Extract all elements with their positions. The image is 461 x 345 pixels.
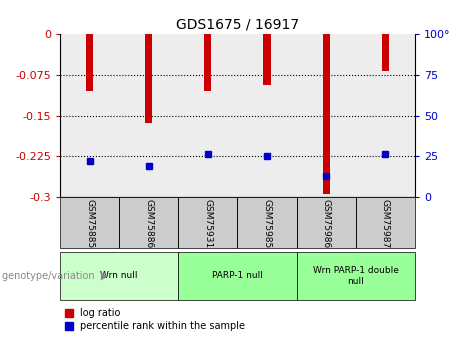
Bar bbox=[296, 197, 356, 248]
Text: genotype/variation  ▶: genotype/variation ▶ bbox=[2, 271, 109, 281]
Bar bbox=[237, 197, 296, 248]
Text: GSM75987: GSM75987 bbox=[381, 199, 390, 248]
Bar bbox=[382, 34, 389, 71]
Bar bbox=[178, 252, 296, 300]
Bar bbox=[356, 197, 415, 248]
Bar bbox=[178, 197, 237, 248]
Bar bbox=[60, 197, 119, 248]
Bar bbox=[204, 34, 212, 91]
Text: GSM75886: GSM75886 bbox=[144, 199, 153, 248]
Text: GSM75986: GSM75986 bbox=[322, 199, 331, 248]
Bar bbox=[356, 34, 415, 197]
Bar bbox=[296, 34, 356, 197]
Title: GDS1675 / 16917: GDS1675 / 16917 bbox=[176, 18, 299, 32]
Text: Wrn PARP-1 double
null: Wrn PARP-1 double null bbox=[313, 266, 399, 286]
Bar bbox=[119, 197, 178, 248]
Bar bbox=[237, 34, 296, 197]
Bar bbox=[323, 34, 330, 194]
Bar bbox=[60, 252, 178, 300]
Bar bbox=[145, 34, 152, 122]
Bar bbox=[178, 34, 237, 197]
Text: GSM75985: GSM75985 bbox=[262, 199, 272, 248]
Bar bbox=[60, 34, 119, 197]
Text: GSM75931: GSM75931 bbox=[203, 199, 213, 248]
Text: GSM75885: GSM75885 bbox=[85, 199, 94, 248]
Legend: log ratio, percentile rank within the sample: log ratio, percentile rank within the sa… bbox=[65, 308, 245, 332]
Bar bbox=[263, 34, 271, 85]
Text: PARP-1 null: PARP-1 null bbox=[212, 272, 263, 280]
Bar bbox=[86, 34, 93, 91]
Bar bbox=[119, 34, 178, 197]
Text: Wrn null: Wrn null bbox=[100, 272, 138, 280]
Bar bbox=[296, 252, 415, 300]
